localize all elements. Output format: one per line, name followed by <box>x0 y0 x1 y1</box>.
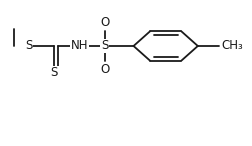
Text: O: O <box>100 63 109 76</box>
Text: S: S <box>25 39 33 53</box>
Text: NH: NH <box>71 39 88 53</box>
Text: CH₃: CH₃ <box>222 39 243 53</box>
Text: O: O <box>100 16 109 29</box>
Text: S: S <box>101 39 108 53</box>
Text: S: S <box>50 66 58 79</box>
